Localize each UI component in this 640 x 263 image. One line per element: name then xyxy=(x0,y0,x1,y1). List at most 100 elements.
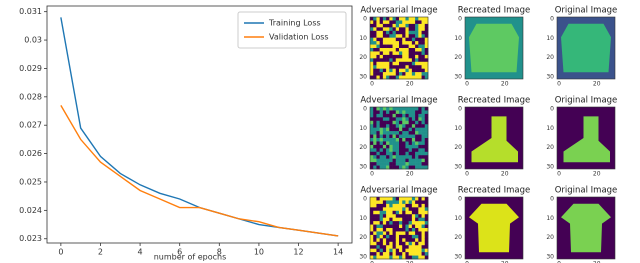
pixel xyxy=(386,131,390,135)
pixel xyxy=(393,228,397,232)
pixel xyxy=(399,145,403,149)
pixel xyxy=(399,221,403,225)
pixel xyxy=(380,214,384,218)
pixel xyxy=(380,27,384,31)
pixel xyxy=(422,17,426,21)
image-x-tick-label: 0 xyxy=(370,171,374,178)
pixel xyxy=(373,200,377,204)
pixel xyxy=(373,225,377,229)
pixel xyxy=(418,31,422,35)
pixel xyxy=(383,207,387,211)
pixel xyxy=(405,17,409,21)
pixel xyxy=(412,245,416,249)
pixel xyxy=(383,231,387,235)
image-x-tick-label: 0 xyxy=(557,81,561,88)
pixel xyxy=(370,207,374,211)
pixel xyxy=(393,117,397,121)
pixel xyxy=(418,58,422,62)
pixel xyxy=(376,221,380,225)
pixel xyxy=(370,17,374,21)
image-y-tick-label: 20 xyxy=(546,234,554,241)
pixel xyxy=(393,20,397,24)
pixel xyxy=(373,38,377,42)
pixel xyxy=(383,238,387,242)
pixel xyxy=(373,135,377,139)
pixel xyxy=(383,242,387,246)
pixel xyxy=(399,55,403,59)
pixel xyxy=(386,159,390,163)
pixel xyxy=(370,110,374,114)
pixel xyxy=(399,41,403,45)
pixel xyxy=(412,197,416,201)
pixel xyxy=(386,249,390,253)
image-y-tick-label: 10 xyxy=(454,125,462,132)
pixel xyxy=(422,124,426,128)
pixel xyxy=(422,207,426,211)
pixel xyxy=(418,252,422,256)
pixel xyxy=(422,34,426,38)
pixel xyxy=(415,31,419,35)
pixel xyxy=(422,159,426,163)
pixel xyxy=(405,204,409,208)
pixel xyxy=(376,204,380,208)
pixel xyxy=(373,51,377,55)
pixel xyxy=(370,249,374,253)
pixel xyxy=(373,124,377,128)
pixel xyxy=(402,155,406,159)
pixel xyxy=(409,155,413,159)
pixel xyxy=(380,225,384,229)
pixel xyxy=(396,218,400,222)
pixel xyxy=(422,238,426,242)
pixel xyxy=(370,145,374,149)
pixel xyxy=(370,121,374,125)
pixel xyxy=(376,225,380,229)
pixel xyxy=(376,45,380,49)
pixel xyxy=(405,159,409,163)
pixel xyxy=(418,114,422,118)
figure: number of epochs 0.0230.0240.0250.0260.0… xyxy=(0,0,640,263)
pixel xyxy=(409,69,413,73)
pixel xyxy=(399,225,403,229)
pixel xyxy=(418,107,422,111)
pixel xyxy=(415,141,419,145)
image-y-tick-label: 30 xyxy=(454,164,462,171)
pixel xyxy=(399,238,403,242)
pixel xyxy=(412,200,416,204)
pixel xyxy=(396,17,400,21)
pixel xyxy=(422,72,426,76)
pixel xyxy=(402,121,406,125)
image xyxy=(557,197,615,259)
pixel xyxy=(373,242,377,246)
pixel xyxy=(373,162,377,166)
pixel xyxy=(399,252,403,256)
pixel xyxy=(380,228,384,232)
pixel xyxy=(373,72,377,76)
pixel xyxy=(386,69,390,73)
pixel xyxy=(393,58,397,62)
pixel xyxy=(409,211,413,215)
pixel xyxy=(399,24,403,28)
pixel xyxy=(383,31,387,35)
pixel xyxy=(393,17,397,21)
pixel xyxy=(373,145,377,149)
pixel xyxy=(389,211,393,215)
pixel xyxy=(370,242,374,246)
pixel xyxy=(389,145,393,149)
pixel xyxy=(373,20,377,24)
pixel xyxy=(422,245,426,249)
pixel xyxy=(405,231,409,235)
pixel xyxy=(393,221,397,225)
pixel xyxy=(422,24,426,28)
pixel xyxy=(409,128,413,132)
pixel xyxy=(383,24,387,28)
pixel xyxy=(399,148,403,152)
pixel xyxy=(396,221,400,225)
legend-label: Validation Loss xyxy=(269,33,329,42)
pixel xyxy=(373,159,377,163)
pixel xyxy=(370,228,374,232)
pixel xyxy=(415,107,419,111)
pixel xyxy=(402,110,406,114)
pixel xyxy=(386,197,390,201)
pixel xyxy=(396,107,400,111)
pixel xyxy=(373,55,377,59)
